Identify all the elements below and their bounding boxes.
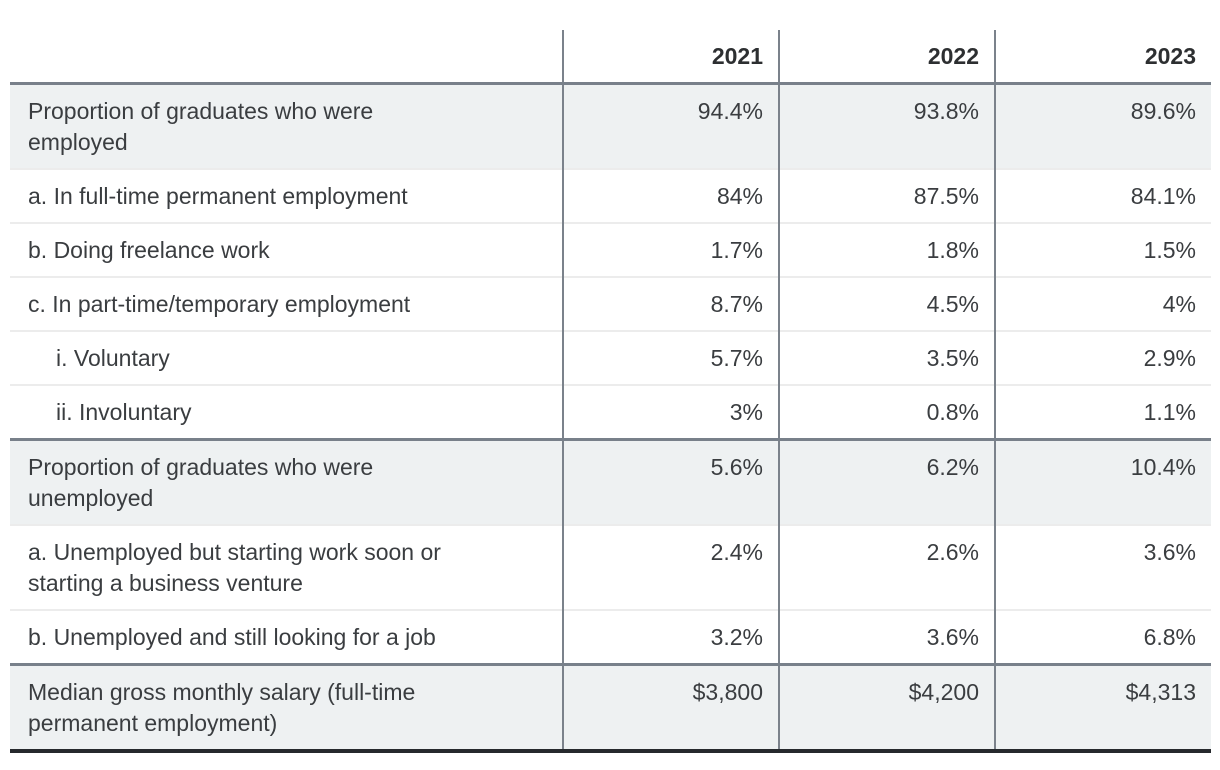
row-label-cell: ii. Involuntary xyxy=(56,399,192,425)
row-label-cell: b. Doing freelance work xyxy=(28,237,270,263)
row-label-cell: b. Unemployed and still looking for a jo… xyxy=(28,624,436,650)
year-column-header-2023: 2023 xyxy=(994,30,1211,85)
value-cell: 5.7% xyxy=(562,331,779,385)
value-cell: 1.5% xyxy=(994,223,1211,277)
value-cell: 2.4% xyxy=(562,525,779,610)
value-cell: 3% xyxy=(562,385,779,440)
row-label-cell: i. Voluntary xyxy=(56,345,170,371)
value-cell: 8.7% xyxy=(562,277,779,331)
value-cell: 84.1% xyxy=(994,169,1211,223)
value-cell: 5.6% xyxy=(562,439,779,525)
value-cell: 1.7% xyxy=(562,223,779,277)
value-cell: 89.6% xyxy=(994,83,1211,169)
page: 2021 2022 2023 Proportion of graduates w… xyxy=(0,30,1220,770)
row-label-cell: a. In full-time permanent employment xyxy=(28,183,408,209)
table-row: b. Doing freelance work 1.7% 1.8% 1.5% xyxy=(10,223,1211,277)
value-cell: 3.5% xyxy=(778,331,995,385)
value-cell: 0.8% xyxy=(778,385,995,440)
value-cell: 1.8% xyxy=(778,223,995,277)
value-cell: 94.4% xyxy=(562,83,779,169)
year-column-header-2021: 2021 xyxy=(562,30,779,85)
table-row: Proportion of graduates who were employe… xyxy=(10,83,1211,169)
table-row: a. Unemployed but starting work soon or … xyxy=(10,525,1211,610)
row-label-cell: Proportion of graduates who were employe… xyxy=(28,98,374,155)
year-column-header-2022: 2022 xyxy=(778,30,995,85)
value-cell: 10.4% xyxy=(994,439,1211,525)
row-label-cell: a. Unemployed but starting work soon or … xyxy=(28,539,441,596)
value-cell: $4,313 xyxy=(994,664,1211,751)
table-row: Median gross monthly salary (full-time p… xyxy=(10,664,1211,751)
value-cell: $4,200 xyxy=(778,664,995,751)
table-row: ii. Involuntary 3% 0.8% 1.1% xyxy=(10,385,1211,440)
value-cell: 87.5% xyxy=(778,169,995,223)
row-label-cell: Proportion of graduates who were unemplo… xyxy=(28,454,374,511)
table-row: c. In part-time/temporary employment 8.7… xyxy=(10,277,1211,331)
value-cell: 93.8% xyxy=(778,83,995,169)
value-cell: 6.8% xyxy=(994,610,1211,665)
row-label-cell: Median gross monthly salary (full-time p… xyxy=(28,679,416,736)
value-cell: 84% xyxy=(562,169,779,223)
value-cell: 3.6% xyxy=(778,610,995,665)
value-cell: $3,800 xyxy=(562,664,779,751)
empty-header-cell xyxy=(10,30,563,85)
table-header-row: 2021 2022 2023 xyxy=(10,30,1211,85)
value-cell: 2.6% xyxy=(778,525,995,610)
table-row: b. Unemployed and still looking for a jo… xyxy=(10,610,1211,665)
value-cell: 3.2% xyxy=(562,610,779,665)
row-label-cell: c. In part-time/temporary employment xyxy=(28,291,411,317)
value-cell: 1.1% xyxy=(994,385,1211,440)
value-cell: 6.2% xyxy=(778,439,995,525)
graduate-employment-table: 2021 2022 2023 Proportion of graduates w… xyxy=(10,30,1211,753)
value-cell: 2.9% xyxy=(994,331,1211,385)
value-cell: 3.6% xyxy=(994,525,1211,610)
table-row: a. In full-time permanent employment 84%… xyxy=(10,169,1211,223)
table-row: i. Voluntary 5.7% 3.5% 2.9% xyxy=(10,331,1211,385)
value-cell: 4% xyxy=(994,277,1211,331)
table-row: Proportion of graduates who were unemplo… xyxy=(10,439,1211,525)
value-cell: 4.5% xyxy=(778,277,995,331)
